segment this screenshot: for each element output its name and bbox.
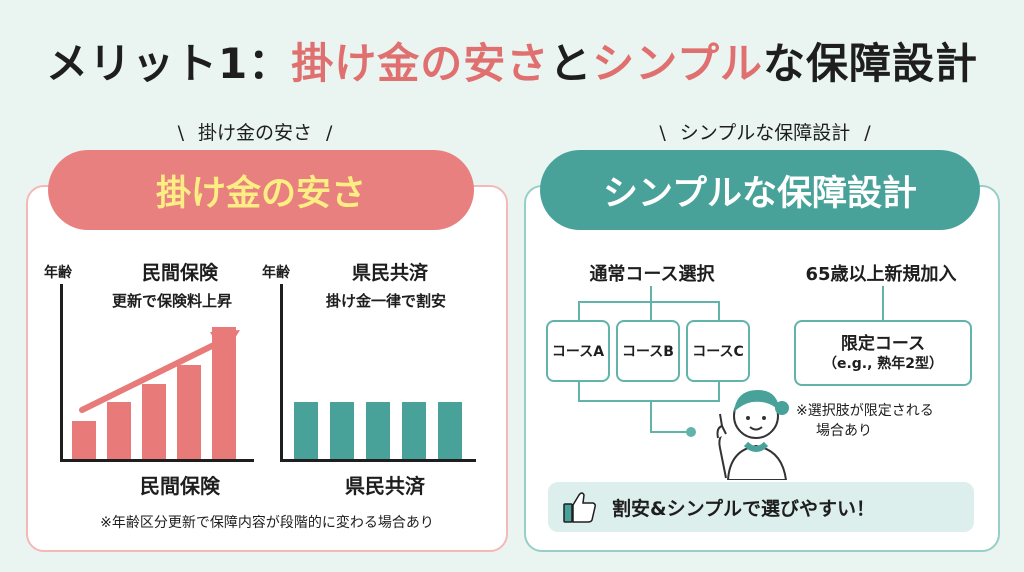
chart1-axis-label: 年齢 [44,265,72,281]
connector-line [578,400,720,402]
title-suffix: な保障設計 [763,39,979,88]
right-subtitle: \ シンプルな保障設計 / [659,122,871,144]
cta-banner: 割安&シンプルで選びやすい！ [548,482,974,532]
chart2-header: 県民共済 [351,262,428,284]
chart-bar [294,402,318,459]
chart-bar [402,402,426,459]
chart2-x-axis [280,459,476,462]
left-subtitle: \ 掛け金の安さ / [177,122,333,144]
left-pill-heading: 掛け金の安さ [48,150,474,230]
chart1-y-axis [60,284,63,462]
limited-note: ※選択肢が限定される 場合あり [796,402,934,441]
connector-dot [686,427,696,437]
limited-course-box: 限定コース （e.g., 熟年2型） [794,320,972,386]
new-join-label: 65歳以上新規加入 [805,264,957,285]
chart-bar [366,402,390,459]
page-title: メリット1：掛け金の安さとシンプルな保障設計 [0,30,1024,91]
connector-line [718,301,720,321]
right-subtitle-text: シンプルな保障設計 [679,122,851,144]
chart-bar [438,402,462,459]
connector-line [650,301,652,321]
right-pill-heading: シンプルな保障設計 [540,150,980,230]
growth-arrow-icon [79,330,240,413]
chart1-x-axis [60,459,254,462]
connector-line [578,301,720,303]
limited-course-example: （e.g., 熟年2型） [822,355,944,372]
connector-line [650,286,652,302]
chart-bar [142,384,166,459]
chart2-footer: 県民共済 [345,474,425,498]
chart2-y-axis [280,284,283,462]
limited-note-line1: ※選択肢が限定される [796,403,934,419]
chart1-subheader: 更新で保険料上昇 [111,292,232,310]
left-panel [26,185,508,552]
course-a-box: コースA [546,320,610,382]
title-part2: シンプル [592,39,763,88]
person-pointing-icon [716,390,789,480]
cta-text: 割安&シンプルで選びやすい！ [612,497,876,520]
limited-course-label: 限定コース [840,333,926,354]
chart-bar [330,402,354,459]
chart2-subheader: 掛け金一律で割安 [325,292,446,310]
chart-bar [107,402,131,459]
course-b-box: コースB [616,320,680,382]
course-c-box: コースC [686,320,750,382]
connector-line [718,382,720,402]
chart1-header: 民間保険 [141,262,218,284]
chart1-footer: 民間保険 [140,474,220,498]
connector-line [650,431,690,433]
left-subtitle-text: 掛け金の安さ [197,122,312,144]
normal-course-label: 通常コース選択 [589,264,715,285]
title-joiner: と [549,39,593,88]
left-note: ※年齢区分更新で保障内容が段階的に変わる場合あり [100,515,434,531]
connector-line [882,286,884,320]
limited-note-line2: 場合あり [816,422,872,439]
connector-line [578,301,580,321]
chart-bar [72,421,96,459]
thumbs-up-icon [563,492,596,523]
chart-bar [177,365,201,459]
connector-line [650,400,652,432]
chart2-axis-label: 年齢 [262,265,290,281]
connector-line [578,382,580,402]
title-prefix: メリット1： [45,39,292,88]
title-part1: 掛け金の安さ [291,39,550,88]
